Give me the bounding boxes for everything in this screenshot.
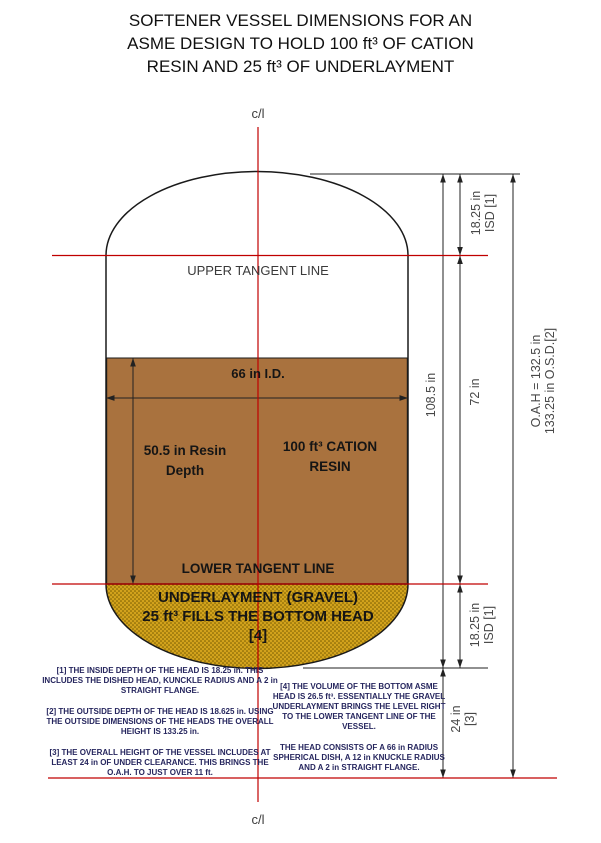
- cation-resin-label: 100 ft³ CATION RESIN: [268, 437, 392, 477]
- footnotes-left-column: [1] THE INSIDE DEPTH OF THE HEAD IS 18.2…: [42, 666, 278, 789]
- footnote-4-paragraph-2: THE HEAD CONSISTS OF A 66 in RADIUS SPHE…: [273, 743, 445, 772]
- dim-label-top-isd-line-1: 18.25 in: [469, 190, 483, 236]
- underlayment-label: UNDERLAYMENT (GRAVEL) 25 ft³ FILLS THE B…: [108, 588, 408, 645]
- dim-label-bottom-isd: 18.25 in ISD [1]: [468, 589, 496, 661]
- lower-tangent-label: LOWER TANGENT LINE: [181, 561, 335, 576]
- upper-tangent-label: UPPER TANGENT LINE: [187, 263, 329, 278]
- footnote-2: [2] THE OUTSIDE DEPTH OF THE HEAD IS 18.…: [46, 707, 274, 736]
- resin-depth-line-1: 50.5 in Resin: [143, 443, 227, 458]
- bottom-dished-head-gravel: [105, 583, 409, 670]
- top-dished-head: [105, 170, 409, 256]
- dim-label-top-isd: 18.25 in ISD [1]: [469, 177, 497, 249]
- underlayment-line-3: [4]: [248, 627, 268, 644]
- dim-label-tangent-to-tangent: 72 in: [468, 378, 482, 406]
- dim-label-clearance-line-1: 24 in: [449, 705, 463, 733]
- title-line-1: SOFTENER VESSEL DIMENSIONS FOR AN: [128, 11, 473, 30]
- centerline-label-top: c/l: [251, 106, 265, 121]
- title-line-3: RESIN AND 25 ft³ OF UNDERLAYMENT: [146, 57, 455, 76]
- footnote-3: [3] THE OVERALL HEIGHT OF THE VESSEL INC…: [49, 748, 271, 777]
- underlayment-line-2: 25 ft³ FILLS THE BOTTOM HEAD: [142, 608, 374, 625]
- dim-label-clearance-line-2: [3]: [463, 712, 477, 726]
- resin-depth-label: 50.5 in Resin Depth: [125, 441, 245, 481]
- dim-label-oah-line-2: 133.25 in O.S.D.[2]: [543, 327, 557, 435]
- title-line-2: ASME DESIGN TO HOLD 100 ft³ OF CATION: [127, 34, 474, 53]
- dim-label-clearance: 24 in [3]: [449, 689, 477, 749]
- inner-diameter-label: 66 in I.D.: [231, 366, 285, 381]
- footnote-1: [1] THE INSIDE DEPTH OF THE HEAD IS 18.2…: [42, 666, 278, 695]
- resin-depth-line-2: Depth: [165, 463, 205, 478]
- dim-label-overall-height: O.A.H = 132.5 in 133.25 in O.S.D.[2]: [529, 305, 557, 457]
- dim-label-seam-to-seam: 108.5 in: [424, 372, 438, 418]
- underlayment-line-1: UNDERLAYMENT (GRAVEL): [157, 589, 358, 606]
- dim-label-bottom-isd-line-2: ISD [1]: [482, 605, 496, 645]
- page-title: SOFTENER VESSEL DIMENSIONS FOR AN ASME D…: [0, 9, 601, 78]
- dim-label-bottom-isd-line-1: 18.25 in: [468, 602, 482, 648]
- dim-label-oah-line-1: O.A.H = 132.5 in: [529, 334, 543, 428]
- cation-resin-line-2: RESIN: [309, 459, 351, 474]
- footnote-4-paragraph-1: [4] THE VOLUME OF THE BOTTOM ASME HEAD I…: [272, 682, 446, 731]
- centerline-label-bottom: c/l: [251, 812, 265, 827]
- cation-resin-line-1: 100 ft³ CATION: [282, 439, 378, 454]
- dim-label-top-isd-line-2: ISD [1]: [483, 193, 497, 233]
- footnotes-right-column: [4] THE VOLUME OF THE BOTTOM ASME HEAD I…: [272, 682, 446, 784]
